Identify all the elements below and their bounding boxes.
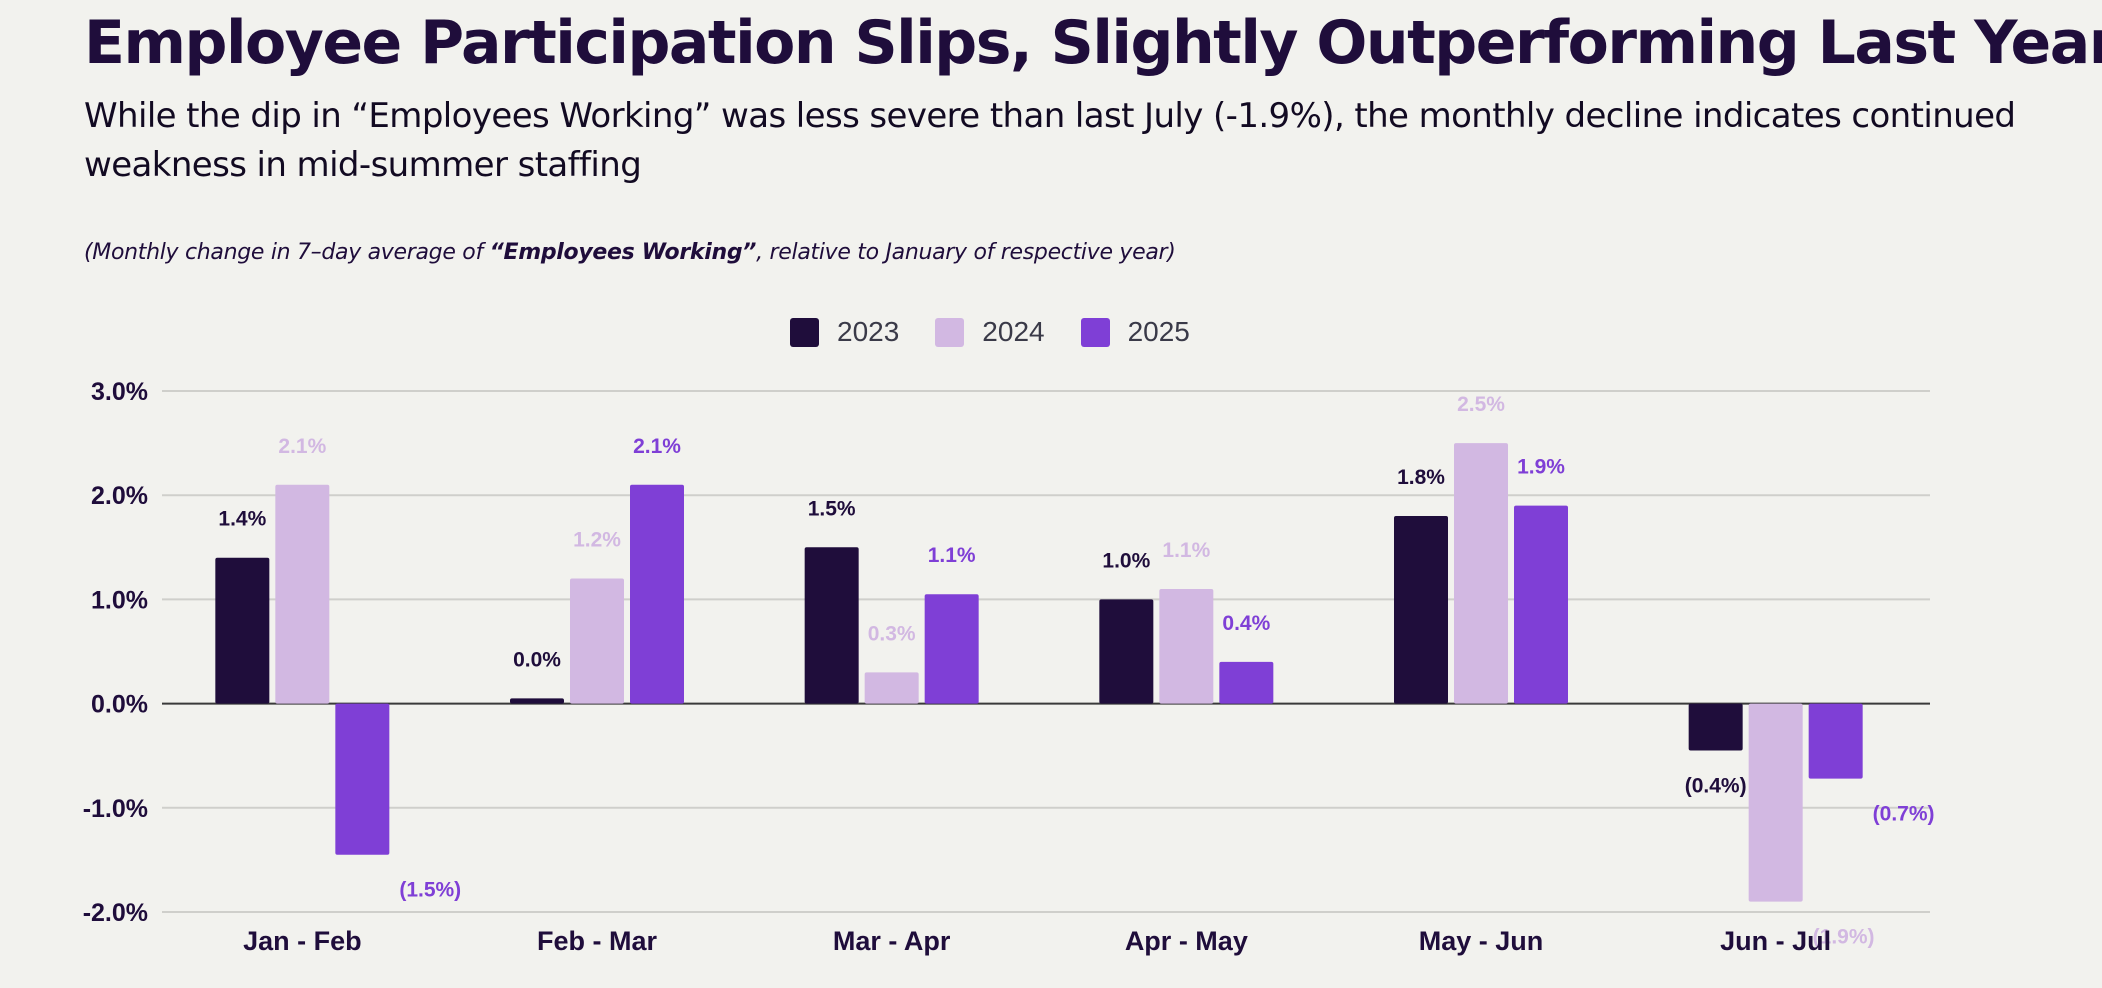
note-suffix: , relative to January of respective year…: [756, 240, 1176, 265]
legend-label-2023: 2023: [837, 316, 900, 347]
x-category-label: May - Jun: [1419, 926, 1544, 956]
data-label: (0.4%): [1685, 774, 1747, 797]
legend-label-2024: 2024: [982, 316, 1045, 347]
y-tick-label: 2.0%: [91, 482, 148, 510]
x-category-label: Mar - Apr: [833, 926, 951, 956]
bar: [1454, 443, 1508, 704]
data-label: 2.1%: [278, 435, 326, 458]
data-label: 1.2%: [573, 529, 621, 552]
data-label: 1.0%: [1102, 549, 1150, 572]
chart-legend: 2023 2024 2025: [790, 316, 1190, 348]
bar: [864, 672, 919, 704]
note-bold: “Employees Working”: [489, 240, 757, 265]
bar: [1219, 661, 1274, 704]
bar: [1159, 588, 1214, 704]
data-label: 0.0%: [513, 648, 561, 671]
chart-title: Employee Participation Slips, Slightly O…: [84, 8, 2102, 78]
data-label: 2.5%: [1457, 393, 1505, 416]
bar: [1394, 516, 1448, 704]
note-prefix: (Monthly change in 7–day average of: [84, 240, 490, 265]
x-category-label: Apr - May: [1125, 926, 1248, 956]
y-tick-label: 0.0%: [91, 691, 148, 719]
legend-swatch-2024: [935, 317, 965, 347]
chart-subtitle: While the dip in “Employees Working” was…: [84, 96, 2016, 185]
bar: [1099, 599, 1154, 704]
bar: [924, 594, 979, 704]
chart-note: (Monthly change in 7–day average of “Emp…: [84, 240, 1176, 265]
data-label: 1.8%: [1397, 466, 1445, 489]
y-tick-label: 1.0%: [91, 586, 148, 614]
bar: [630, 484, 684, 704]
x-category-label: Jun - Jul: [1720, 926, 1831, 956]
bar: [335, 703, 390, 855]
data-label: (1.9%): [1813, 926, 1875, 949]
data-label: 1.9%: [1517, 456, 1565, 479]
y-tick-label: -2.0%: [83, 899, 148, 927]
y-tick-label: -1.0%: [83, 795, 148, 823]
bar: [510, 698, 564, 704]
bar: [1808, 703, 1863, 779]
y-tick-label: 3.0%: [91, 378, 148, 406]
data-label: 1.1%: [928, 544, 976, 567]
data-label: 1.5%: [808, 497, 856, 520]
legend-item-2024: 2024: [935, 316, 1045, 348]
data-label: (0.7%): [1873, 803, 1935, 826]
data-label: 2.1%: [633, 435, 681, 458]
data-label: 1.1%: [1162, 539, 1210, 562]
data-label: 1.4%: [218, 508, 266, 531]
bar: [570, 578, 624, 704]
bar: [275, 484, 330, 704]
legend-label-2025: 2025: [1127, 316, 1190, 347]
bar: [1514, 505, 1568, 704]
legend-swatch-2023: [790, 317, 819, 347]
bar: [804, 547, 859, 704]
bar: [1748, 703, 1803, 902]
legend-item-2025: 2025: [1080, 316, 1190, 348]
data-label: 0.3%: [868, 622, 916, 645]
x-category-label: Feb - Mar: [537, 926, 658, 956]
data-label: 0.4%: [1222, 612, 1270, 635]
data-label: (1.5%): [399, 879, 461, 902]
legend-item-2023: 2023: [790, 316, 899, 348]
legend-swatch-2025: [1080, 317, 1110, 347]
bar: [1688, 703, 1743, 751]
bar: [215, 557, 270, 704]
x-category-label: Jan - Feb: [243, 926, 362, 956]
